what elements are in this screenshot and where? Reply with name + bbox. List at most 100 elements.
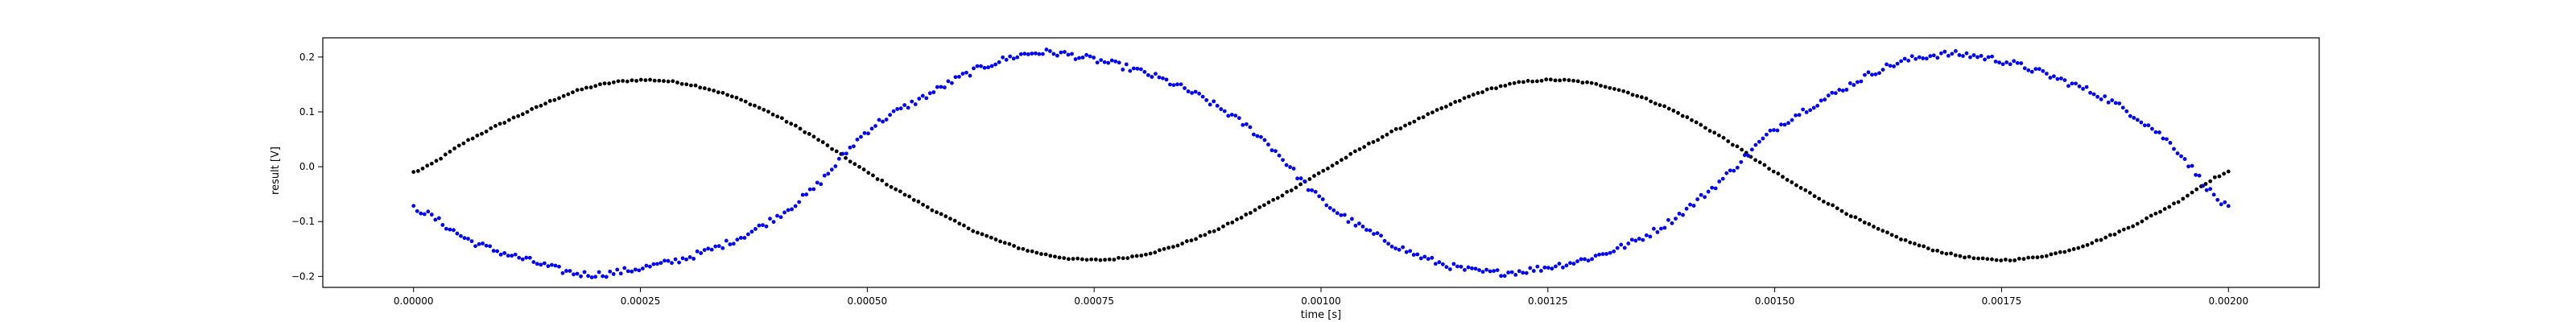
data-point bbox=[1144, 252, 1148, 257]
data-point bbox=[866, 131, 870, 136]
data-point bbox=[1649, 99, 1653, 104]
data-point bbox=[1508, 81, 1512, 86]
data-point bbox=[1579, 257, 1583, 262]
data-point bbox=[1811, 105, 1816, 110]
data-point bbox=[601, 274, 605, 279]
data-point bbox=[1200, 94, 1205, 99]
data-point bbox=[1528, 266, 1533, 270]
data-point bbox=[1148, 251, 1153, 256]
data-point bbox=[2162, 207, 2167, 211]
data-point bbox=[1375, 231, 1380, 235]
data-point bbox=[452, 146, 456, 151]
data-point bbox=[2172, 201, 2176, 206]
data-point bbox=[1803, 188, 1808, 192]
data-point bbox=[1153, 250, 1158, 255]
series-1 bbox=[411, 47, 2231, 279]
x-tick-label: 0.00025 bbox=[621, 295, 661, 307]
data-point bbox=[611, 80, 616, 85]
data-point bbox=[2194, 172, 2198, 177]
data-point bbox=[2004, 60, 2009, 64]
data-point bbox=[634, 79, 638, 83]
data-point bbox=[1492, 269, 1496, 273]
data-point bbox=[426, 209, 431, 214]
data-point bbox=[1302, 179, 1307, 184]
x-tick-label: 0.00050 bbox=[848, 295, 888, 307]
data-point bbox=[1694, 120, 1699, 125]
data-point bbox=[1084, 52, 1088, 57]
data-point bbox=[534, 105, 539, 109]
data-point bbox=[910, 99, 914, 104]
data-point bbox=[1248, 125, 1253, 130]
data-point bbox=[1859, 79, 1864, 84]
data-point bbox=[1626, 242, 1631, 246]
data-point bbox=[2135, 118, 2140, 122]
data-point bbox=[2066, 84, 2070, 89]
data-point bbox=[1484, 87, 1489, 92]
data-point bbox=[443, 152, 448, 157]
data-point bbox=[1102, 60, 1107, 64]
data-point bbox=[1993, 60, 1998, 64]
data-point bbox=[531, 260, 536, 264]
data-point bbox=[2139, 120, 2144, 125]
data-point bbox=[707, 87, 712, 92]
data-point bbox=[1398, 126, 1403, 130]
data-point bbox=[771, 220, 776, 225]
data-point bbox=[1997, 60, 2002, 65]
data-point bbox=[1171, 83, 1176, 88]
data-point bbox=[1168, 82, 1172, 87]
data-point bbox=[800, 192, 805, 197]
data-point bbox=[953, 75, 958, 80]
data-point bbox=[2222, 171, 2227, 176]
data-point bbox=[1371, 140, 1376, 144]
data-point bbox=[615, 267, 620, 272]
data-point bbox=[804, 192, 809, 196]
data-point bbox=[1007, 242, 1012, 246]
data-point bbox=[895, 107, 900, 111]
data-point bbox=[1062, 256, 1067, 260]
data-point bbox=[2029, 69, 2034, 74]
data-point bbox=[584, 85, 588, 90]
data-point bbox=[888, 113, 892, 118]
data-point bbox=[1949, 251, 1953, 256]
data-point bbox=[2208, 187, 2213, 192]
data-point bbox=[807, 187, 812, 192]
data-point bbox=[2062, 78, 2067, 82]
data-point bbox=[1703, 126, 1707, 130]
data-point bbox=[1502, 274, 1507, 279]
data-point bbox=[836, 156, 841, 161]
data-point bbox=[1498, 84, 1503, 89]
data-point bbox=[493, 124, 497, 128]
x-tick-label: 0.00100 bbox=[1301, 295, 1341, 307]
data-point bbox=[1330, 163, 1335, 168]
data-point bbox=[1360, 225, 1365, 229]
x-tick-label: 0.00125 bbox=[1528, 295, 1568, 307]
data-point bbox=[2158, 209, 2162, 214]
data-point bbox=[993, 62, 998, 67]
data-point bbox=[1495, 268, 1500, 272]
data-point bbox=[2049, 252, 2054, 257]
data-point bbox=[881, 119, 885, 124]
data-point bbox=[1443, 105, 1448, 109]
data-point bbox=[716, 90, 720, 95]
data-point bbox=[2211, 192, 2216, 197]
data-point bbox=[530, 107, 535, 111]
data-point bbox=[1589, 80, 1594, 85]
data-point bbox=[962, 223, 966, 228]
data-point bbox=[434, 159, 439, 163]
data-point bbox=[597, 270, 601, 275]
data-point bbox=[1216, 227, 1221, 232]
data-point bbox=[1073, 57, 1078, 61]
data-point bbox=[1670, 221, 1674, 225]
data-point bbox=[2226, 169, 2231, 174]
data-point bbox=[1826, 93, 1831, 98]
data-point bbox=[444, 226, 448, 231]
data-point bbox=[1075, 256, 1080, 261]
data-point bbox=[1717, 133, 1721, 138]
data-point bbox=[1568, 261, 1572, 266]
data-point bbox=[1782, 122, 1787, 127]
data-point bbox=[1117, 255, 1121, 260]
data-point bbox=[524, 255, 529, 260]
data-point bbox=[1112, 258, 1117, 262]
data-point bbox=[1344, 155, 1348, 160]
data-point bbox=[466, 138, 470, 142]
